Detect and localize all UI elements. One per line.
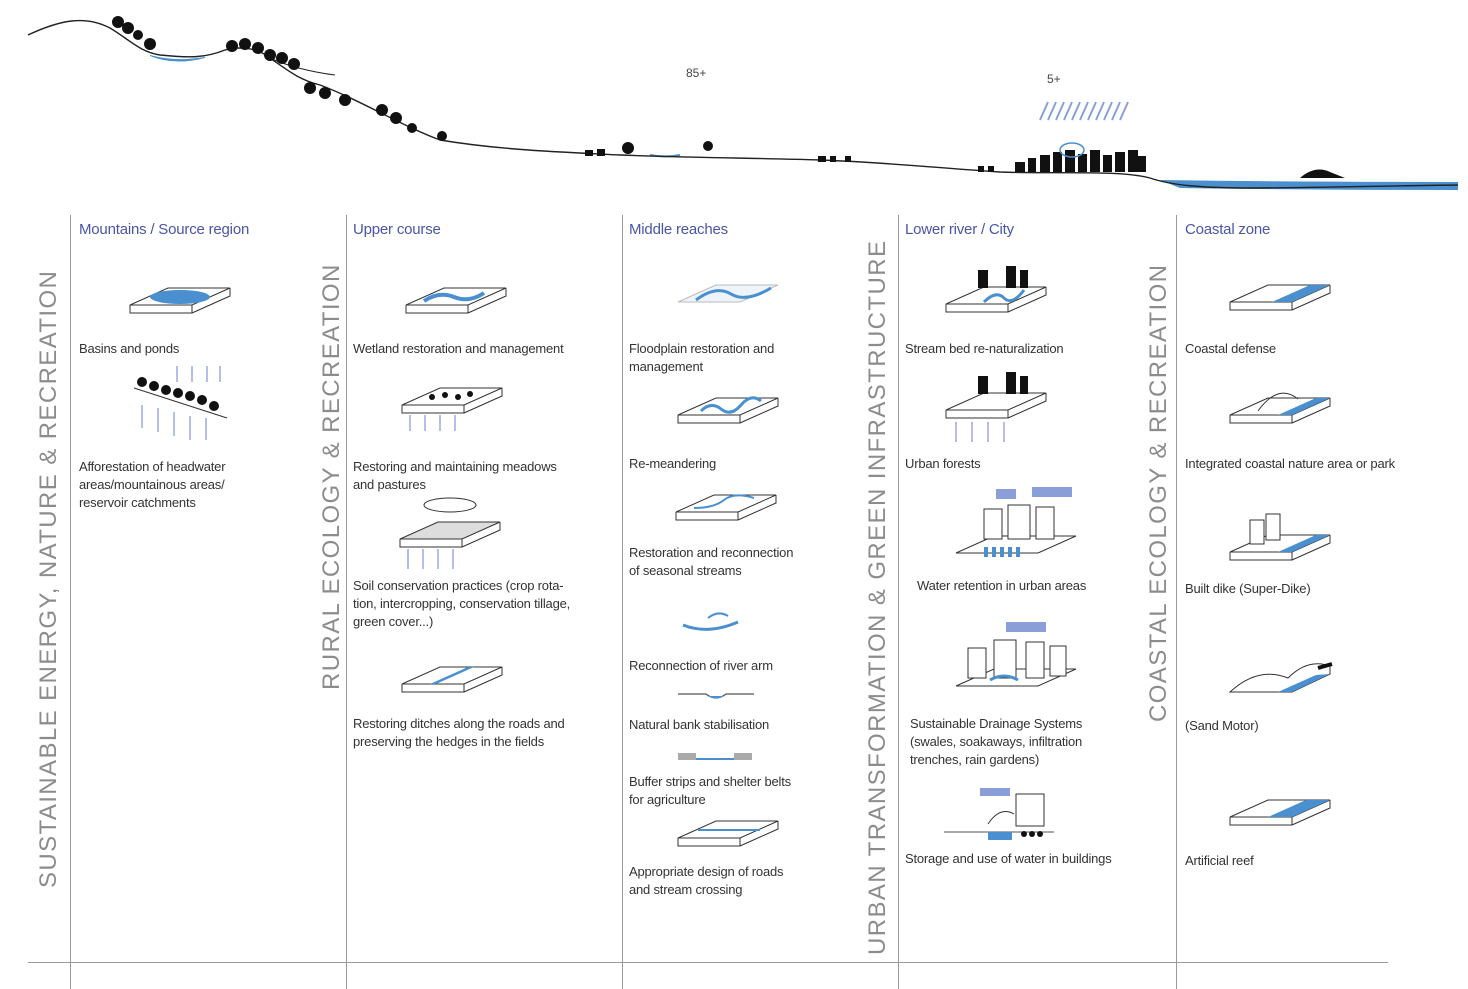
column-divider (346, 215, 347, 989)
heading-coastal-zone: Coastal zone (1185, 221, 1271, 238)
caption-artificial-reef: Artificial reef (1185, 853, 1254, 868)
bank-stabilisation-icon (678, 693, 754, 699)
caption-meadows: Restoring and maintaining meadows and pa… (353, 459, 557, 492)
afforestation-icon (133, 366, 228, 440)
coastal-nature-park-icon (1229, 392, 1331, 424)
caption-re-meandering: Re-meandering (629, 456, 717, 471)
baseline (28, 962, 1388, 963)
caption-urban-forests: Urban forests (905, 456, 981, 471)
river-profile-landscape (27, 16, 1459, 190)
theme-label-rural-ecology: RURAL ECOLOGY & RECREATION (318, 263, 345, 690)
solar-panel-icon (1039, 101, 1129, 121)
heading-middle-reaches: Middle reaches (629, 221, 728, 238)
caption-road-crossing: Appropriate design of roads and stream c… (629, 864, 784, 897)
re-meandering-icon (677, 396, 779, 424)
caption-stream-bed: Stream bed re-naturalization (905, 341, 1064, 356)
ditches-hedges-icon (401, 666, 503, 693)
caption-soil-conservation: Soil conservation practices (crop rota- … (353, 578, 571, 629)
caption-building-storage: Storage and use of water in buildings (905, 851, 1112, 866)
cycle-arrow-icon (1059, 142, 1085, 158)
label-85: 85+ (686, 66, 707, 80)
basin-pond-icon (129, 287, 231, 314)
caption-basins-ponds: Basins and ponds (79, 341, 180, 356)
caption-afforestation: Afforestation of headwater areas/mountai… (79, 459, 226, 510)
heading-upper-course: Upper course (353, 221, 441, 238)
meadow-icon (401, 387, 503, 431)
theme-label-sustainable-energy: SUSTAINABLE ENERGY, NATURE & RECREATION (35, 269, 62, 888)
caption-coastal-park: Integrated coastal nature area or park (1185, 456, 1395, 471)
heading-mountains: Mountains / Source region (79, 221, 250, 238)
column-divider (1176, 215, 1177, 989)
column-divider (898, 215, 899, 989)
urban-water-retention-icon (955, 487, 1077, 557)
river-arm-icon (682, 612, 739, 631)
boat-icon (1300, 169, 1345, 178)
caption-seasonal-streams: Restoration and reconnection of seasonal… (629, 545, 794, 578)
heading-lower-river: Lower river / City (905, 221, 1014, 238)
caption-floodplain: Floodplain restoration and management (629, 341, 775, 374)
urban-forest-icon (945, 372, 1047, 442)
buffer-strips-icon (678, 753, 752, 760)
sand-motor-icon (1228, 662, 1333, 693)
caption-bank-stabilisation: Natural bank stabilisation (629, 717, 770, 732)
seasonal-streams-icon (675, 494, 777, 521)
caption-water-retention: Water retention in urban areas (917, 578, 1087, 593)
sustainable-drainage-icon (955, 622, 1077, 687)
column-divider (70, 215, 71, 989)
caption-ditches-hedges: Restoring ditches along the roads and pr… (353, 716, 565, 749)
label-5: 5+ (1047, 72, 1061, 86)
caption-buffer-strips: Buffer strips and shelter belts for agri… (629, 774, 791, 807)
building-water-storage-icon (944, 788, 1054, 840)
artificial-reef-icon (1229, 799, 1331, 826)
theme-label-coastal-ecology: COASTAL ECOLOGY & RECREATION (1145, 263, 1172, 722)
super-dike-icon (1229, 513, 1331, 561)
house-icon (585, 149, 994, 172)
caption-wetland: Wetland restoration and management (353, 341, 564, 356)
theme-label-urban-transformation: URBAN TRANSFORMATION & GREEN INFRASTRUCT… (864, 239, 891, 955)
stream-renaturalization-icon (945, 266, 1047, 313)
tree-icon (112, 16, 713, 154)
caption-drainage-systems: Sustainable Drainage Systems (swales, so… (910, 716, 1083, 767)
coastal-defense-icon (1229, 284, 1331, 311)
city-skyline-icon (1015, 150, 1146, 172)
caption-super-dike: Built dike (Super-Dike) (1185, 581, 1311, 596)
column-divider (622, 215, 623, 989)
floodplain-icon (677, 284, 779, 303)
wetland-icon (405, 287, 507, 314)
caption-sand-motor: (Sand Motor) (1185, 718, 1259, 733)
caption-coastal-defense: Coastal defense (1185, 341, 1276, 356)
caption-river-arm: Reconnection of river arm (629, 658, 773, 673)
road-crossing-icon (677, 820, 779, 847)
soil-conservation-icon (399, 497, 501, 569)
